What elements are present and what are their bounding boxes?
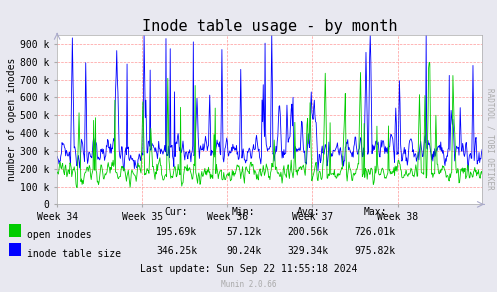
Title: Inode table usage - by month: Inode table usage - by month	[142, 19, 398, 34]
Text: 329.34k: 329.34k	[288, 246, 329, 256]
Text: Avg:: Avg:	[296, 207, 320, 217]
Text: 195.69k: 195.69k	[156, 227, 197, 237]
Text: Last update: Sun Sep 22 11:55:18 2024: Last update: Sun Sep 22 11:55:18 2024	[140, 264, 357, 274]
Text: 57.12k: 57.12k	[226, 227, 261, 237]
Text: inode table size: inode table size	[27, 249, 121, 259]
Text: Munin 2.0.66: Munin 2.0.66	[221, 280, 276, 289]
Text: Min:: Min:	[232, 207, 255, 217]
Text: 975.82k: 975.82k	[355, 246, 396, 256]
Y-axis label: number of open inodes: number of open inodes	[7, 58, 17, 181]
Text: open inodes: open inodes	[27, 230, 92, 240]
Text: Cur:: Cur:	[165, 207, 188, 217]
Text: 346.25k: 346.25k	[156, 246, 197, 256]
Text: 200.56k: 200.56k	[288, 227, 329, 237]
Text: 726.01k: 726.01k	[355, 227, 396, 237]
Text: RADTOOL / TOBI OETIKER: RADTOOL / TOBI OETIKER	[486, 88, 495, 189]
Text: 90.24k: 90.24k	[226, 246, 261, 256]
Text: Max:: Max:	[363, 207, 387, 217]
